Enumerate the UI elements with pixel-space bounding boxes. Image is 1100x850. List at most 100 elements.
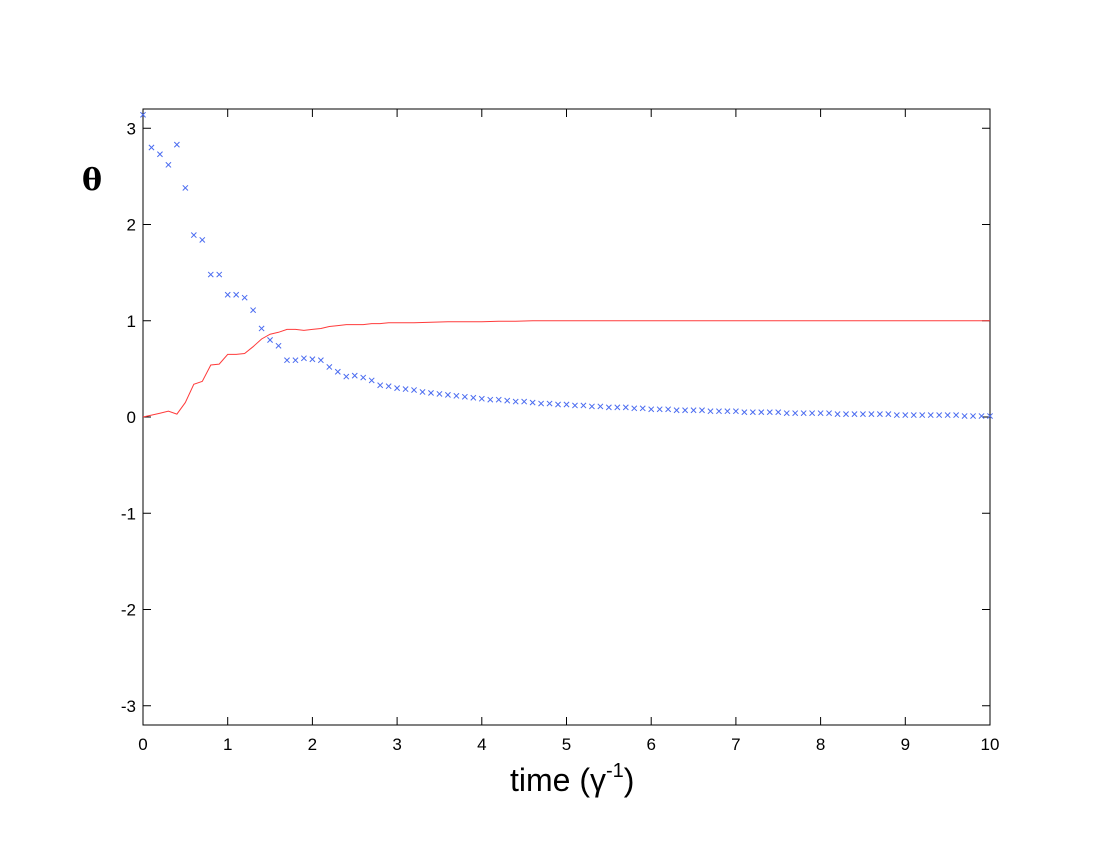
data-point-marker: [885, 411, 892, 418]
data-point-marker: [588, 403, 595, 410]
data-point-marker: [461, 393, 468, 400]
data-point-marker: [580, 402, 587, 409]
data-point-marker: [978, 413, 985, 419]
data-point-marker: [504, 397, 511, 404]
y-tick-label: -2: [121, 601, 136, 620]
data-point-marker: [250, 307, 257, 314]
data-point-marker: [190, 232, 197, 239]
data-point-marker: [893, 412, 900, 419]
data-point-marker: [394, 385, 401, 392]
data-point-marker: [775, 409, 782, 416]
x-tick-label: 3: [392, 735, 401, 754]
data-point-marker: [207, 271, 214, 278]
data-point-marker: [572, 402, 578, 409]
data-point-marker: [284, 357, 290, 364]
data-point-marker: [377, 382, 384, 389]
data-point-marker: [529, 399, 536, 406]
data-point-marker: [622, 404, 629, 411]
data-point-marker: [876, 411, 883, 418]
data-point-marker: [538, 400, 545, 407]
x-axis-label-main: time (γ: [510, 762, 606, 798]
data-point-marker: [910, 412, 917, 419]
data-point-marker: [173, 141, 180, 148]
y-tick-label: 3: [127, 119, 136, 138]
data-point-marker: [749, 409, 756, 416]
data-point-marker: [275, 342, 282, 349]
data-point-marker: [843, 411, 849, 418]
data-point-marker: [216, 271, 223, 278]
data-point-marker: [868, 411, 875, 418]
data-point-marker: [732, 408, 739, 415]
plot-area: [142, 108, 991, 726]
data-point-marker: [292, 357, 299, 364]
data-point-marker: [639, 405, 646, 412]
data-point-marker: [834, 411, 841, 418]
x-tick-label: 2: [308, 735, 317, 754]
x-axis-label: time (γ-1): [510, 760, 634, 798]
data-point-marker: [546, 400, 553, 407]
x-tick-label: 8: [816, 735, 825, 754]
data-point-marker: [809, 410, 816, 417]
y-axis: 3 2 1 0 -1 -2 -3: [121, 119, 990, 716]
data-point-marker: [241, 294, 248, 301]
data-point-marker: [402, 386, 409, 393]
data-point-marker: [936, 412, 943, 419]
data-point-marker: [859, 411, 866, 418]
data-point-marker: [944, 412, 951, 419]
data-point-marker: [436, 390, 443, 397]
data-point-marker: [233, 291, 240, 298]
data-point-marker: [563, 401, 570, 408]
data-point-marker: [453, 392, 460, 399]
x-tick-label: 4: [477, 735, 486, 754]
data-point-marker: [300, 355, 307, 362]
data-point-marker: [716, 408, 722, 415]
data-point-marker: [851, 411, 858, 418]
data-point-marker: [411, 387, 417, 394]
data-point-marker: [783, 410, 790, 417]
data-point-marker: [707, 408, 714, 415]
x-tick-label: 6: [646, 735, 655, 754]
data-point-marker: [351, 372, 358, 379]
data-point-marker: [419, 389, 426, 395]
data-point-marker: [428, 389, 434, 396]
data-point-marker: [792, 410, 799, 417]
y-tick-label: -1: [121, 504, 136, 523]
data-point-marker: [682, 407, 689, 414]
x-tick-label: 7: [731, 735, 740, 754]
data-point-marker: [487, 396, 494, 403]
data-point-marker: [919, 412, 926, 419]
x-tick-label: 1: [223, 735, 232, 754]
data-point-marker: [970, 413, 977, 419]
data-point-marker: [368, 377, 375, 384]
data-point-marker: [317, 357, 324, 364]
data-point-marker: [699, 407, 705, 414]
data-point-marker: [156, 151, 163, 158]
data-point-marker: [343, 373, 350, 380]
y-axis-label: θ: [82, 163, 102, 198]
data-point-marker: [148, 144, 155, 151]
series-line: [142, 320, 990, 418]
x-tick-label: 5: [562, 735, 571, 754]
data-point-marker: [309, 356, 316, 363]
data-point-marker: [165, 161, 172, 168]
data-point-marker: [953, 412, 960, 419]
data-point-marker: [444, 391, 451, 398]
data-point-marker: [648, 406, 655, 413]
data-point-marker: [690, 407, 697, 414]
data-point-marker: [512, 398, 519, 405]
data-point-marker: [334, 368, 341, 375]
x-tick-label: 10: [981, 735, 1000, 754]
y-tick-label: 1: [127, 312, 136, 331]
y-tick-label: 0: [127, 408, 136, 427]
y-tick-label: -3: [121, 697, 136, 716]
data-point-marker: [605, 404, 612, 411]
data-point-marker: [470, 394, 477, 401]
data-point-marker: [758, 409, 765, 416]
data-point-marker: [927, 412, 934, 419]
data-point-marker: [673, 407, 680, 414]
data-point-marker: [478, 395, 485, 402]
data-point-marker: [987, 413, 993, 419]
data-point-marker: [199, 236, 206, 243]
data-point-marker: [631, 405, 638, 412]
